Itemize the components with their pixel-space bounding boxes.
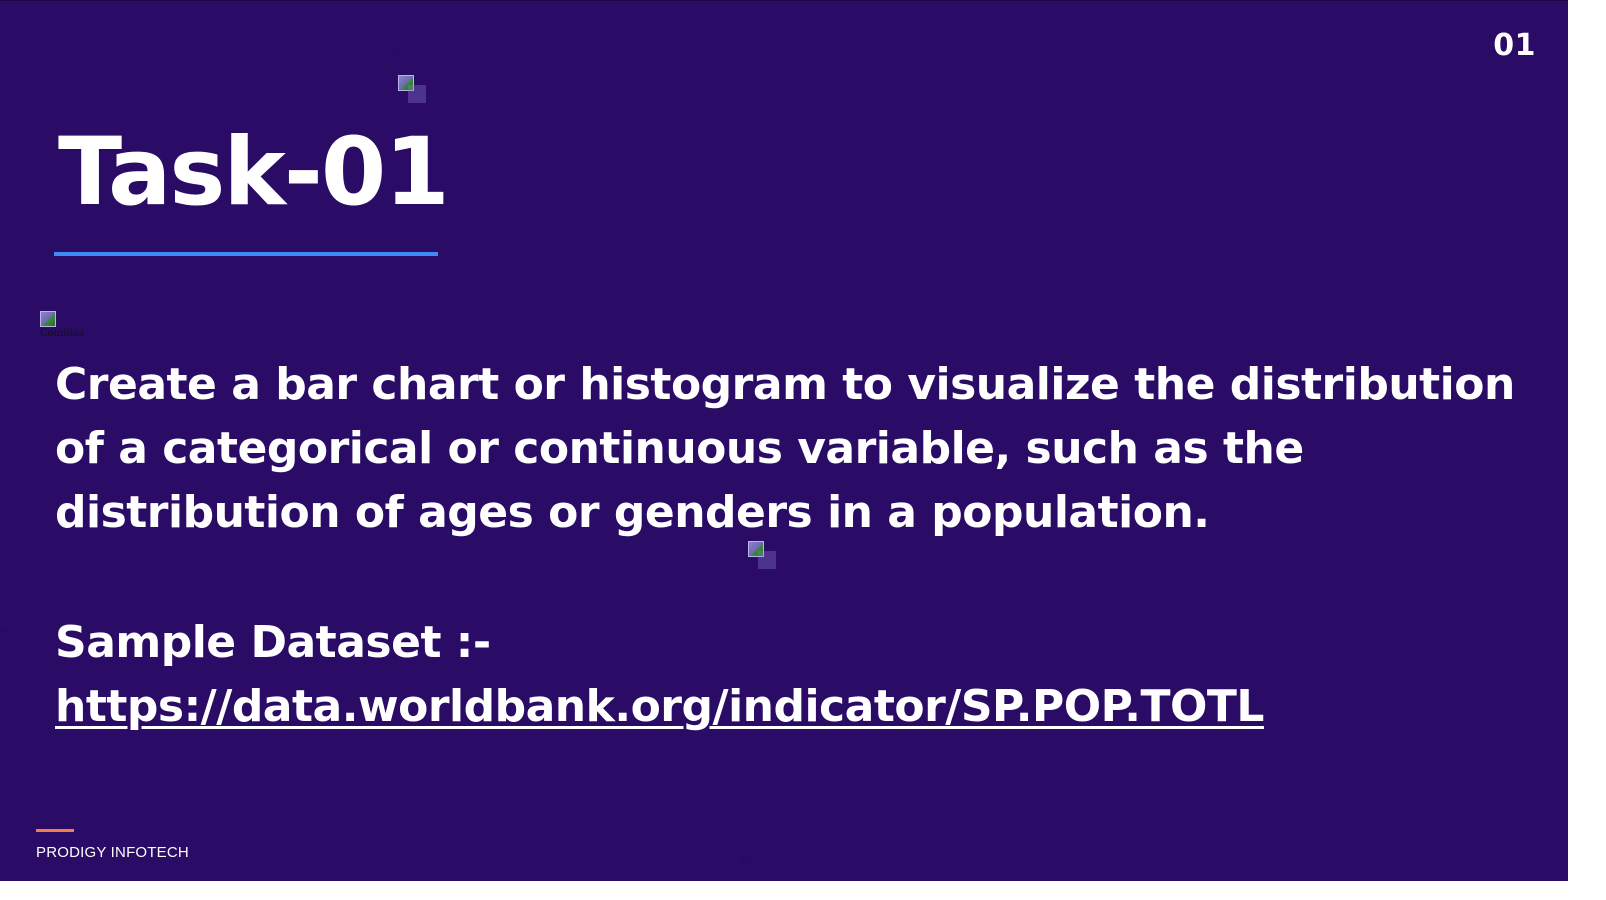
broken-image-icon: [748, 541, 764, 557]
broken-image-icon: [40, 311, 56, 327]
broken-image-icon: [398, 75, 414, 91]
tiny-image-caption: ··: [0, 626, 6, 635]
dataset-link[interactable]: https://data.worldbank.org/indicator/SP.…: [55, 681, 1264, 732]
page-number: 01: [1493, 28, 1536, 63]
title-underline: [54, 252, 438, 256]
footer-brand: PRODIGY INFOTECH: [36, 844, 189, 861]
tiny-image-caption: ··: [740, 858, 746, 867]
slide: 01 ·· Task-01 Comillas Create a bar char…: [0, 0, 1568, 881]
slide-title: Task-01: [58, 118, 450, 227]
broken-image-top: [398, 75, 426, 103]
footer-accent-line: [36, 829, 74, 832]
image-shadow: [758, 551, 776, 569]
broken-image-quotes: Comillas: [40, 311, 84, 339]
broken-image-middle: [748, 541, 776, 569]
image-shadow: [408, 85, 426, 103]
dataset-label: Sample Dataset :-: [55, 617, 491, 668]
task-description: Create a bar chart or histogram to visua…: [55, 359, 1515, 538]
tiny-image-caption: ··: [394, 47, 400, 56]
broken-image-alt-text: Comillas: [40, 328, 84, 339]
